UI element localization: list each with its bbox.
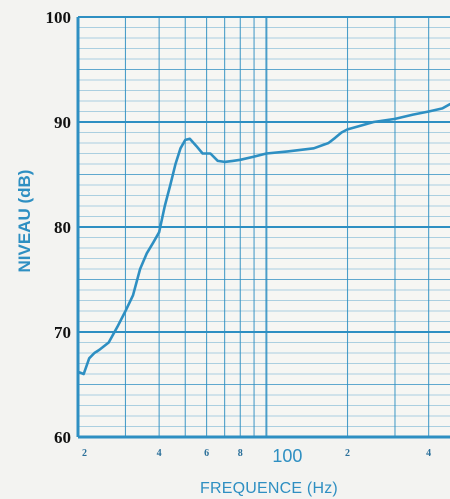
axes-layer xyxy=(76,17,450,439)
x-tick-label: 100 xyxy=(272,446,302,466)
series-layer xyxy=(76,102,450,376)
y-tick-label: 80 xyxy=(54,218,71,237)
y-tick-label: 60 xyxy=(54,428,71,447)
x-tick-label: 6 xyxy=(204,448,209,459)
x-tick-label: 4 xyxy=(426,448,431,459)
x-tick-label: 2 xyxy=(345,448,350,459)
x-tick-label: 4 xyxy=(157,448,162,459)
y-tick-label: 70 xyxy=(54,323,71,342)
x-tick-label: 8 xyxy=(238,448,243,459)
series-line xyxy=(76,102,450,376)
x-axis-label: FREQUENCE (Hz) xyxy=(200,480,338,497)
y-tick-label: 90 xyxy=(54,113,71,132)
y-tick-label: 100 xyxy=(46,8,72,27)
grid-minor xyxy=(78,17,450,437)
y-axis-label: NIVEAU (dB) xyxy=(15,170,34,273)
tick-labels: 60 70 80 90 100 2 4 6 8 100 2 4 xyxy=(46,8,432,466)
x-tick-label: 2 xyxy=(82,448,87,459)
